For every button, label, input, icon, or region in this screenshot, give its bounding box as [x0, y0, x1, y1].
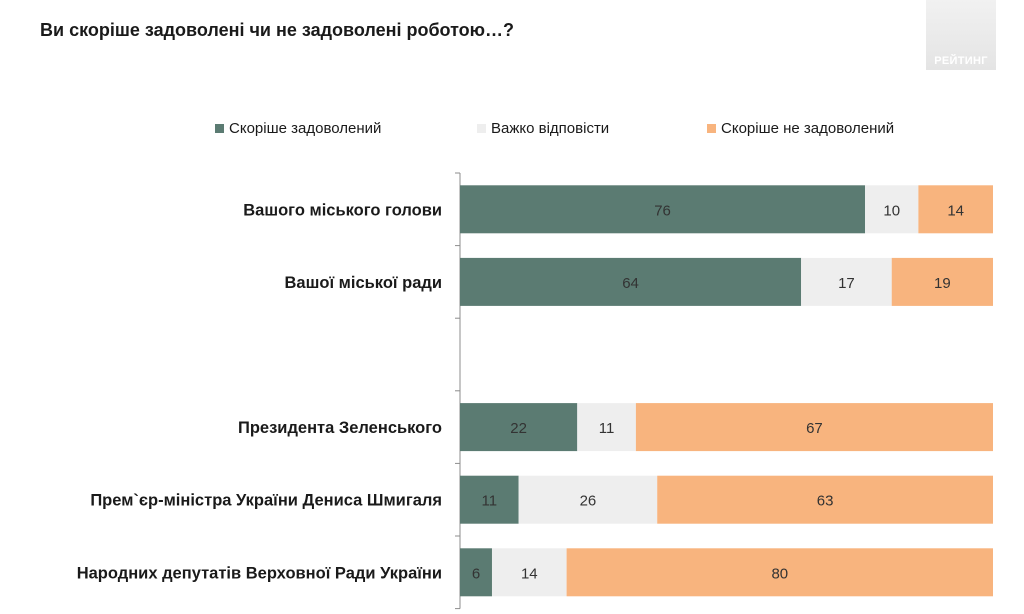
- data-label: 80: [771, 565, 788, 582]
- category-label: Вашої міської ради: [285, 274, 442, 292]
- bar-segment-series-1: [865, 185, 919, 234]
- rating-logo: РЕЙТИНГ: [926, 0, 996, 70]
- data-label: 10: [883, 202, 900, 219]
- category-label: Прем`єр-міністра України Дениса Шмигаля: [90, 492, 442, 510]
- data-label: 14: [947, 202, 964, 219]
- legend-swatch-not-satisfied: [707, 123, 716, 133]
- bar-segment-series-0: [460, 403, 578, 452]
- data-label: 11: [482, 493, 498, 510]
- data-label: 17: [838, 275, 855, 292]
- data-label: 76: [654, 202, 671, 219]
- data-label: 19: [934, 275, 951, 292]
- category-label: Президента Зеленського: [238, 419, 442, 437]
- bar-segment-series-2: [891, 257, 993, 306]
- bar-segment-series-1: [518, 475, 658, 524]
- legend-item-hard-to-say: Важко відповісти: [477, 119, 609, 137]
- legend-swatch-satisfied: [215, 123, 224, 133]
- data-label: 67: [806, 420, 823, 437]
- bar-segment-series-0: [460, 257, 802, 306]
- bar-segment-series-2: [566, 548, 993, 597]
- data-label: 63: [817, 493, 834, 510]
- category-label: Вашого міського голови: [243, 201, 442, 219]
- rating-logo-text: РЕЙТИНГ: [934, 55, 988, 67]
- bar-segment-series-0: [460, 548, 492, 597]
- bar-segment-series-1: [577, 403, 636, 452]
- bar-segment-series-0: [460, 185, 866, 234]
- legend-item-not-satisfied: Скоріше не задоволений: [707, 119, 894, 137]
- bar-segment-series-1: [491, 548, 567, 597]
- bar-segment-series-0: [460, 475, 519, 524]
- legend-label-not-satisfied: Скоріше не задоволений: [721, 119, 895, 137]
- data-label: 22: [510, 420, 527, 437]
- legend-swatch-hard-to-say: [477, 123, 486, 133]
- legend-item-satisfied: Скоріше задоволений: [215, 119, 381, 137]
- legend-label-hard-to-say: Важко відповісти: [491, 119, 610, 137]
- data-label: 6: [472, 565, 480, 582]
- data-label: 11: [599, 420, 615, 437]
- data-label: 14: [521, 565, 538, 582]
- bar-segment-series-1: [801, 257, 892, 306]
- category-label: Народних депутатів Верховної Ради Україн…: [77, 564, 442, 582]
- bar-segment-series-2: [635, 403, 993, 452]
- legend-label-satisfied: Скоріше задоволений: [229, 119, 382, 137]
- data-label: 64: [622, 275, 639, 292]
- bar-segment-series-2: [918, 185, 993, 234]
- chart-title: Ви скоріше задоволені чи не задоволені р…: [40, 20, 515, 40]
- data-label: 26: [580, 493, 597, 510]
- bar-segment-series-2: [657, 475, 993, 524]
